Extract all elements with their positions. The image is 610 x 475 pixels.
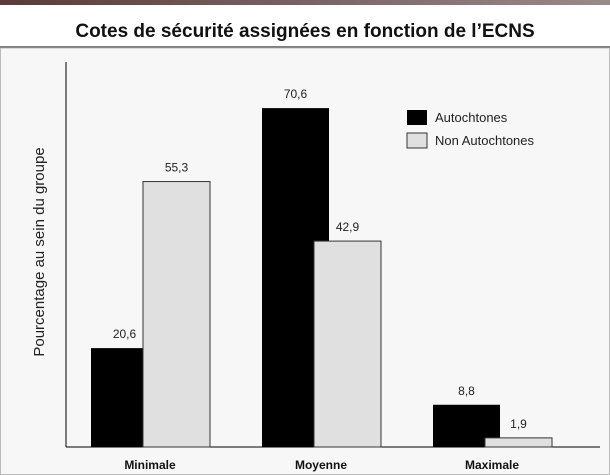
value-label: 70,6 <box>284 87 308 101</box>
x-tick-label: Moyenne <box>295 458 347 472</box>
bar <box>484 437 553 448</box>
bar <box>142 181 211 448</box>
y-axis-label: Pourcentage au sein du groupe <box>31 147 48 356</box>
value-label: 1,9 <box>510 417 527 431</box>
legend-label: Non Autochtones <box>435 133 535 148</box>
x-tick-label: Maximale <box>465 458 519 472</box>
value-label: 8,8 <box>458 384 475 398</box>
bar <box>313 240 382 448</box>
legend-swatch <box>407 110 427 125</box>
legend-label: Autochtones <box>435 110 508 125</box>
legend-swatch <box>406 132 428 149</box>
title-area <box>0 5 610 47</box>
value-label: 20,6 <box>113 327 137 341</box>
value-label: 55,3 <box>165 161 189 175</box>
x-tick-label: Minimale <box>124 458 176 472</box>
chart-title: Cotes de sécurité assignées en fonction … <box>75 21 534 42</box>
value-label: 42,9 <box>336 220 360 234</box>
top-band <box>0 0 610 5</box>
